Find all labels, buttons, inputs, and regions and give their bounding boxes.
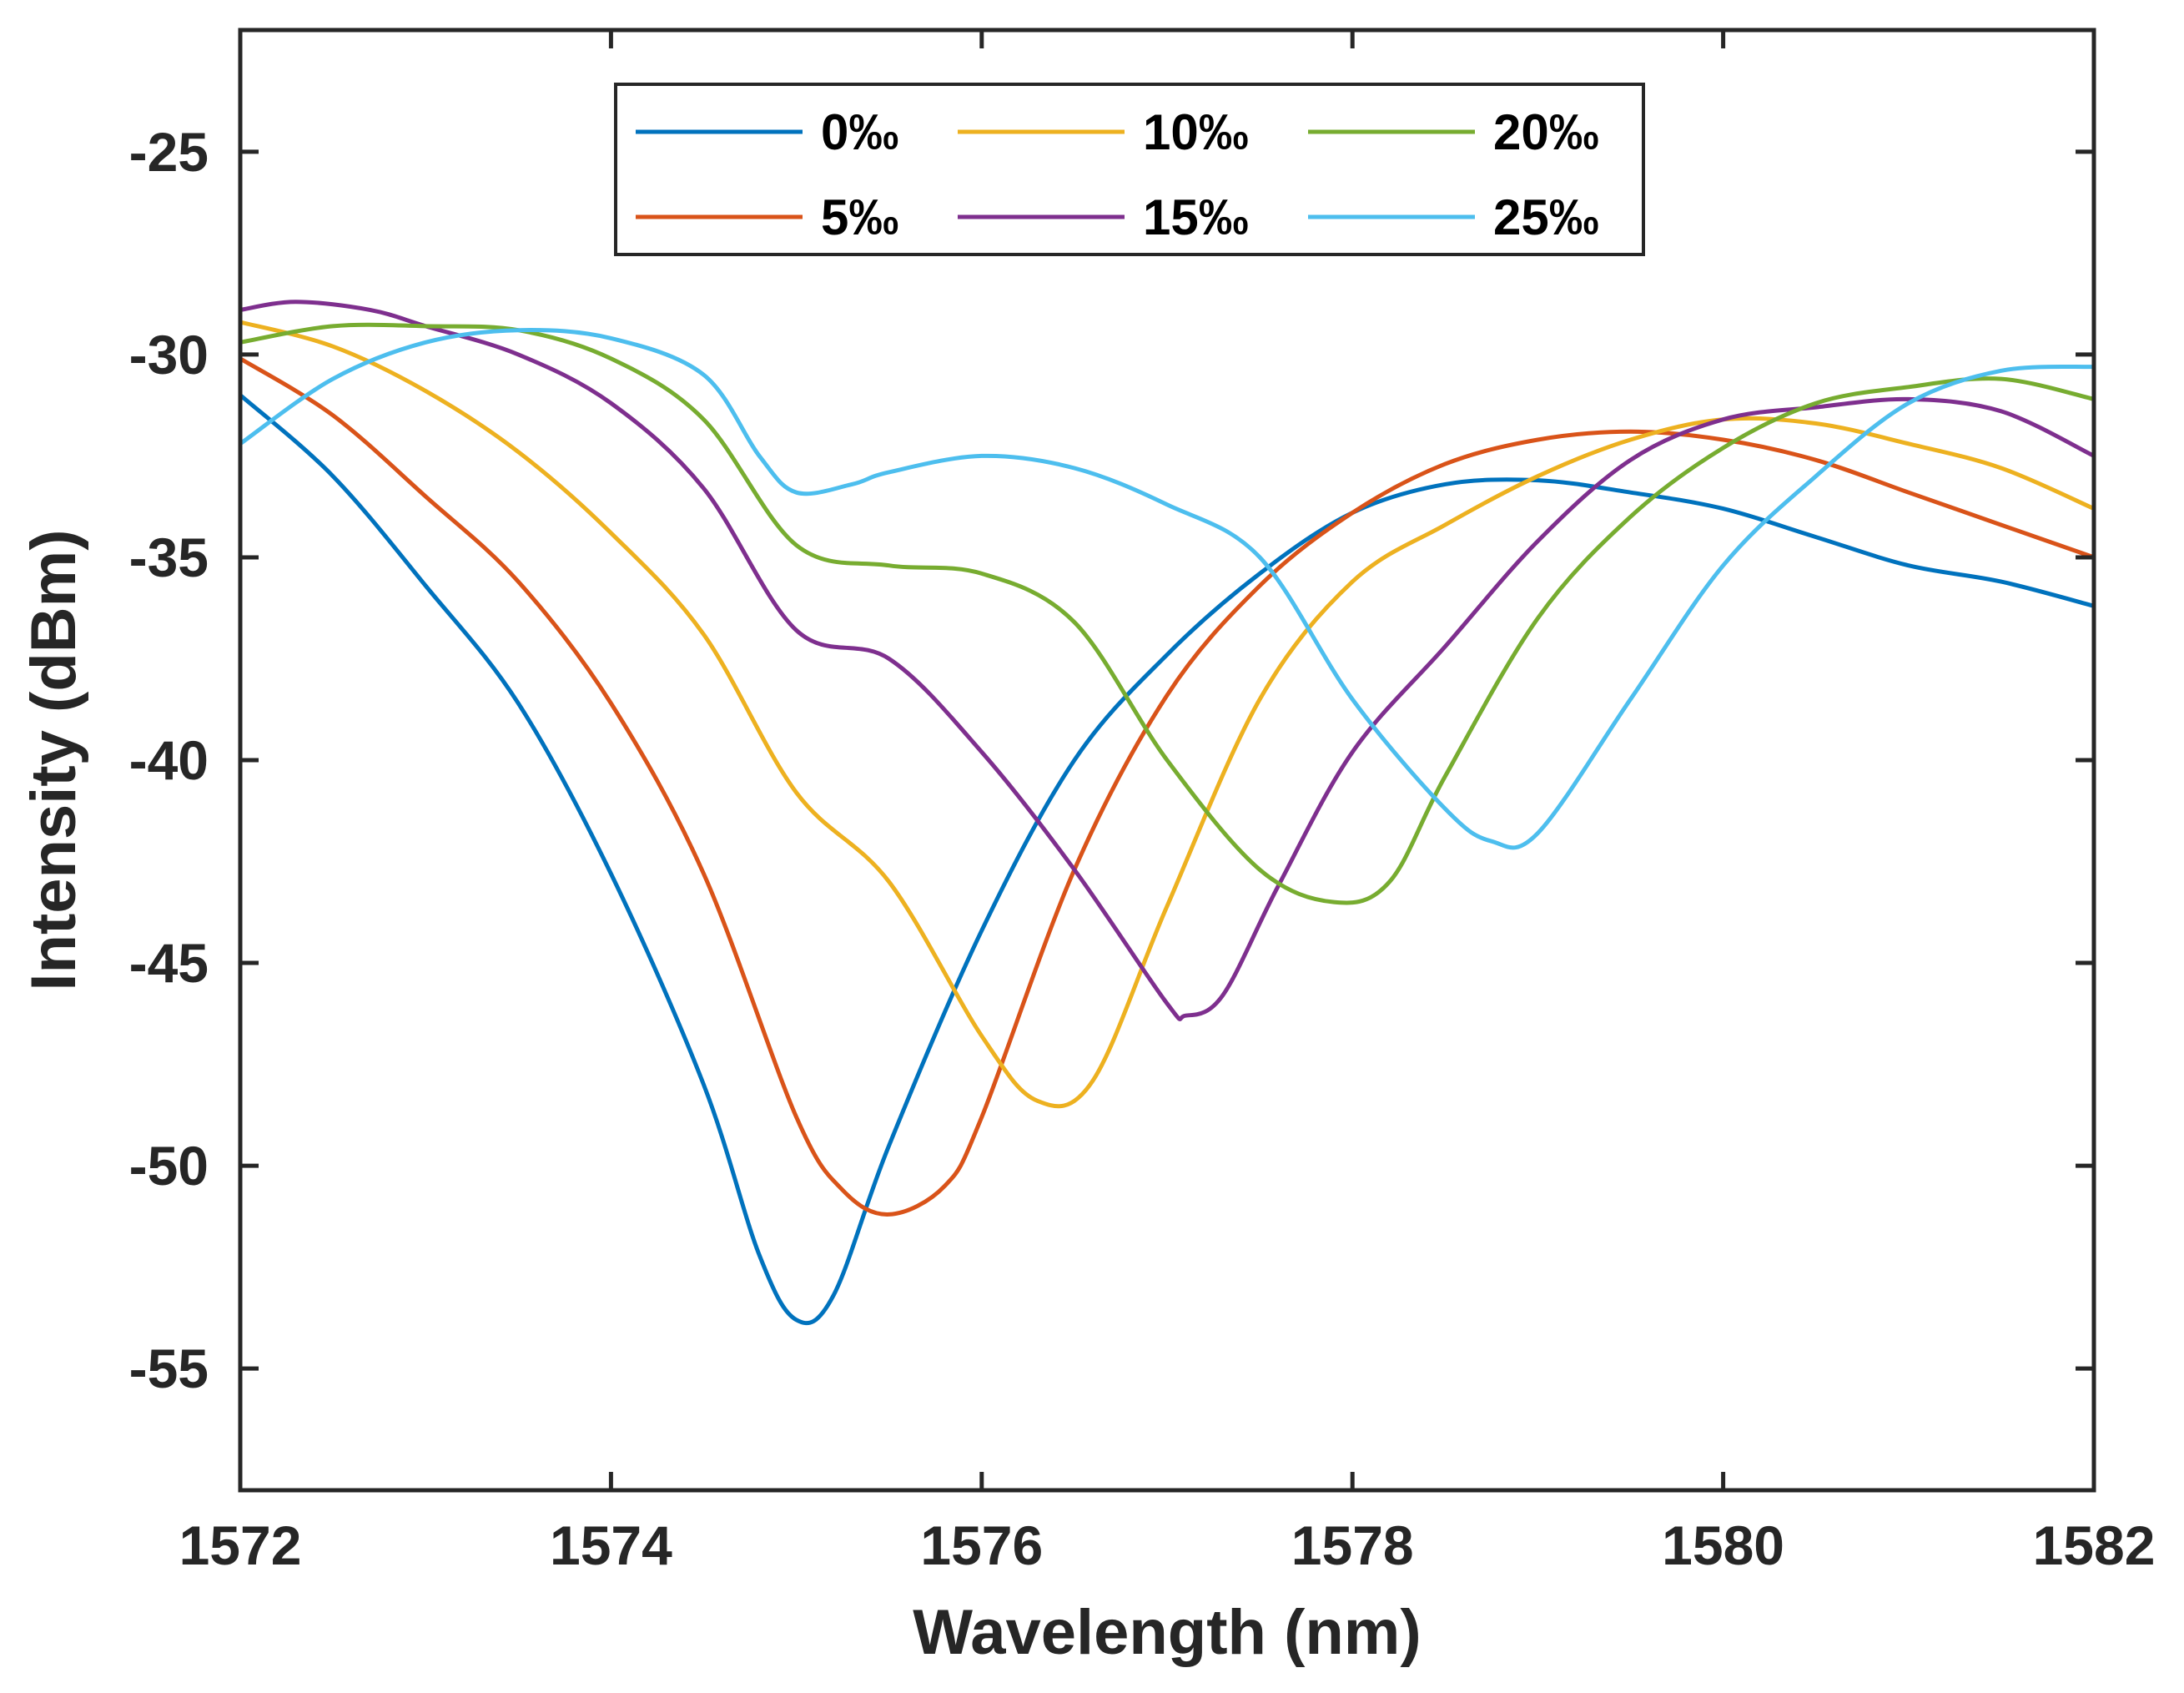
y-tick-label: -30	[129, 324, 209, 385]
ticks-layer	[238, 30, 2096, 1490]
x-tick-label: 1572	[179, 1514, 302, 1576]
series-line-3	[238, 300, 2096, 1021]
legend-box	[614, 83, 1645, 256]
x-tick-label: 1582	[2033, 1514, 2156, 1576]
x-tick-labels: 1572 1574 1576 1578 1580 1582	[179, 1514, 2156, 1576]
y-axis-label: Intensity (dBm)	[18, 529, 89, 990]
legend-label-0: 0‰	[821, 104, 898, 160]
legend-label-2: 10‰	[1143, 104, 1249, 160]
x-axis-label: Wavelength (nm)	[913, 1597, 1421, 1668]
y-tick-label: -55	[129, 1338, 209, 1399]
legend-label-4: 20‰	[1493, 104, 1599, 160]
y-tick-label: -35	[129, 527, 209, 588]
y-tick-label: -25	[129, 121, 209, 183]
y-tick-label: -40	[129, 729, 209, 791]
x-tick-label: 1580	[1662, 1514, 1784, 1576]
x-tick-label: 1578	[1291, 1514, 1414, 1576]
series-line-1	[238, 356, 2096, 1217]
y-tick-label: -50	[129, 1135, 209, 1197]
series-line-4	[238, 322, 2096, 905]
legend: 0‰ 5‰ 10‰ 15‰ 20‰ 25‰	[614, 83, 1645, 256]
y-tick-label: -45	[129, 932, 209, 994]
x-tick-label: 1574	[550, 1514, 672, 1576]
series-layer	[238, 300, 2096, 1326]
x-tick-label: 1576	[920, 1514, 1043, 1576]
series-line-0	[238, 393, 2096, 1326]
legend-label-3: 15‰	[1143, 189, 1249, 245]
plot-frame	[238, 28, 2096, 1493]
y-tick-labels: -25 -30 -35 -40 -45 -50 -55	[129, 121, 209, 1399]
series-line-5	[238, 328, 2096, 850]
legend-label-5: 25‰	[1493, 189, 1599, 245]
legend-label-1: 5‰	[821, 189, 898, 245]
